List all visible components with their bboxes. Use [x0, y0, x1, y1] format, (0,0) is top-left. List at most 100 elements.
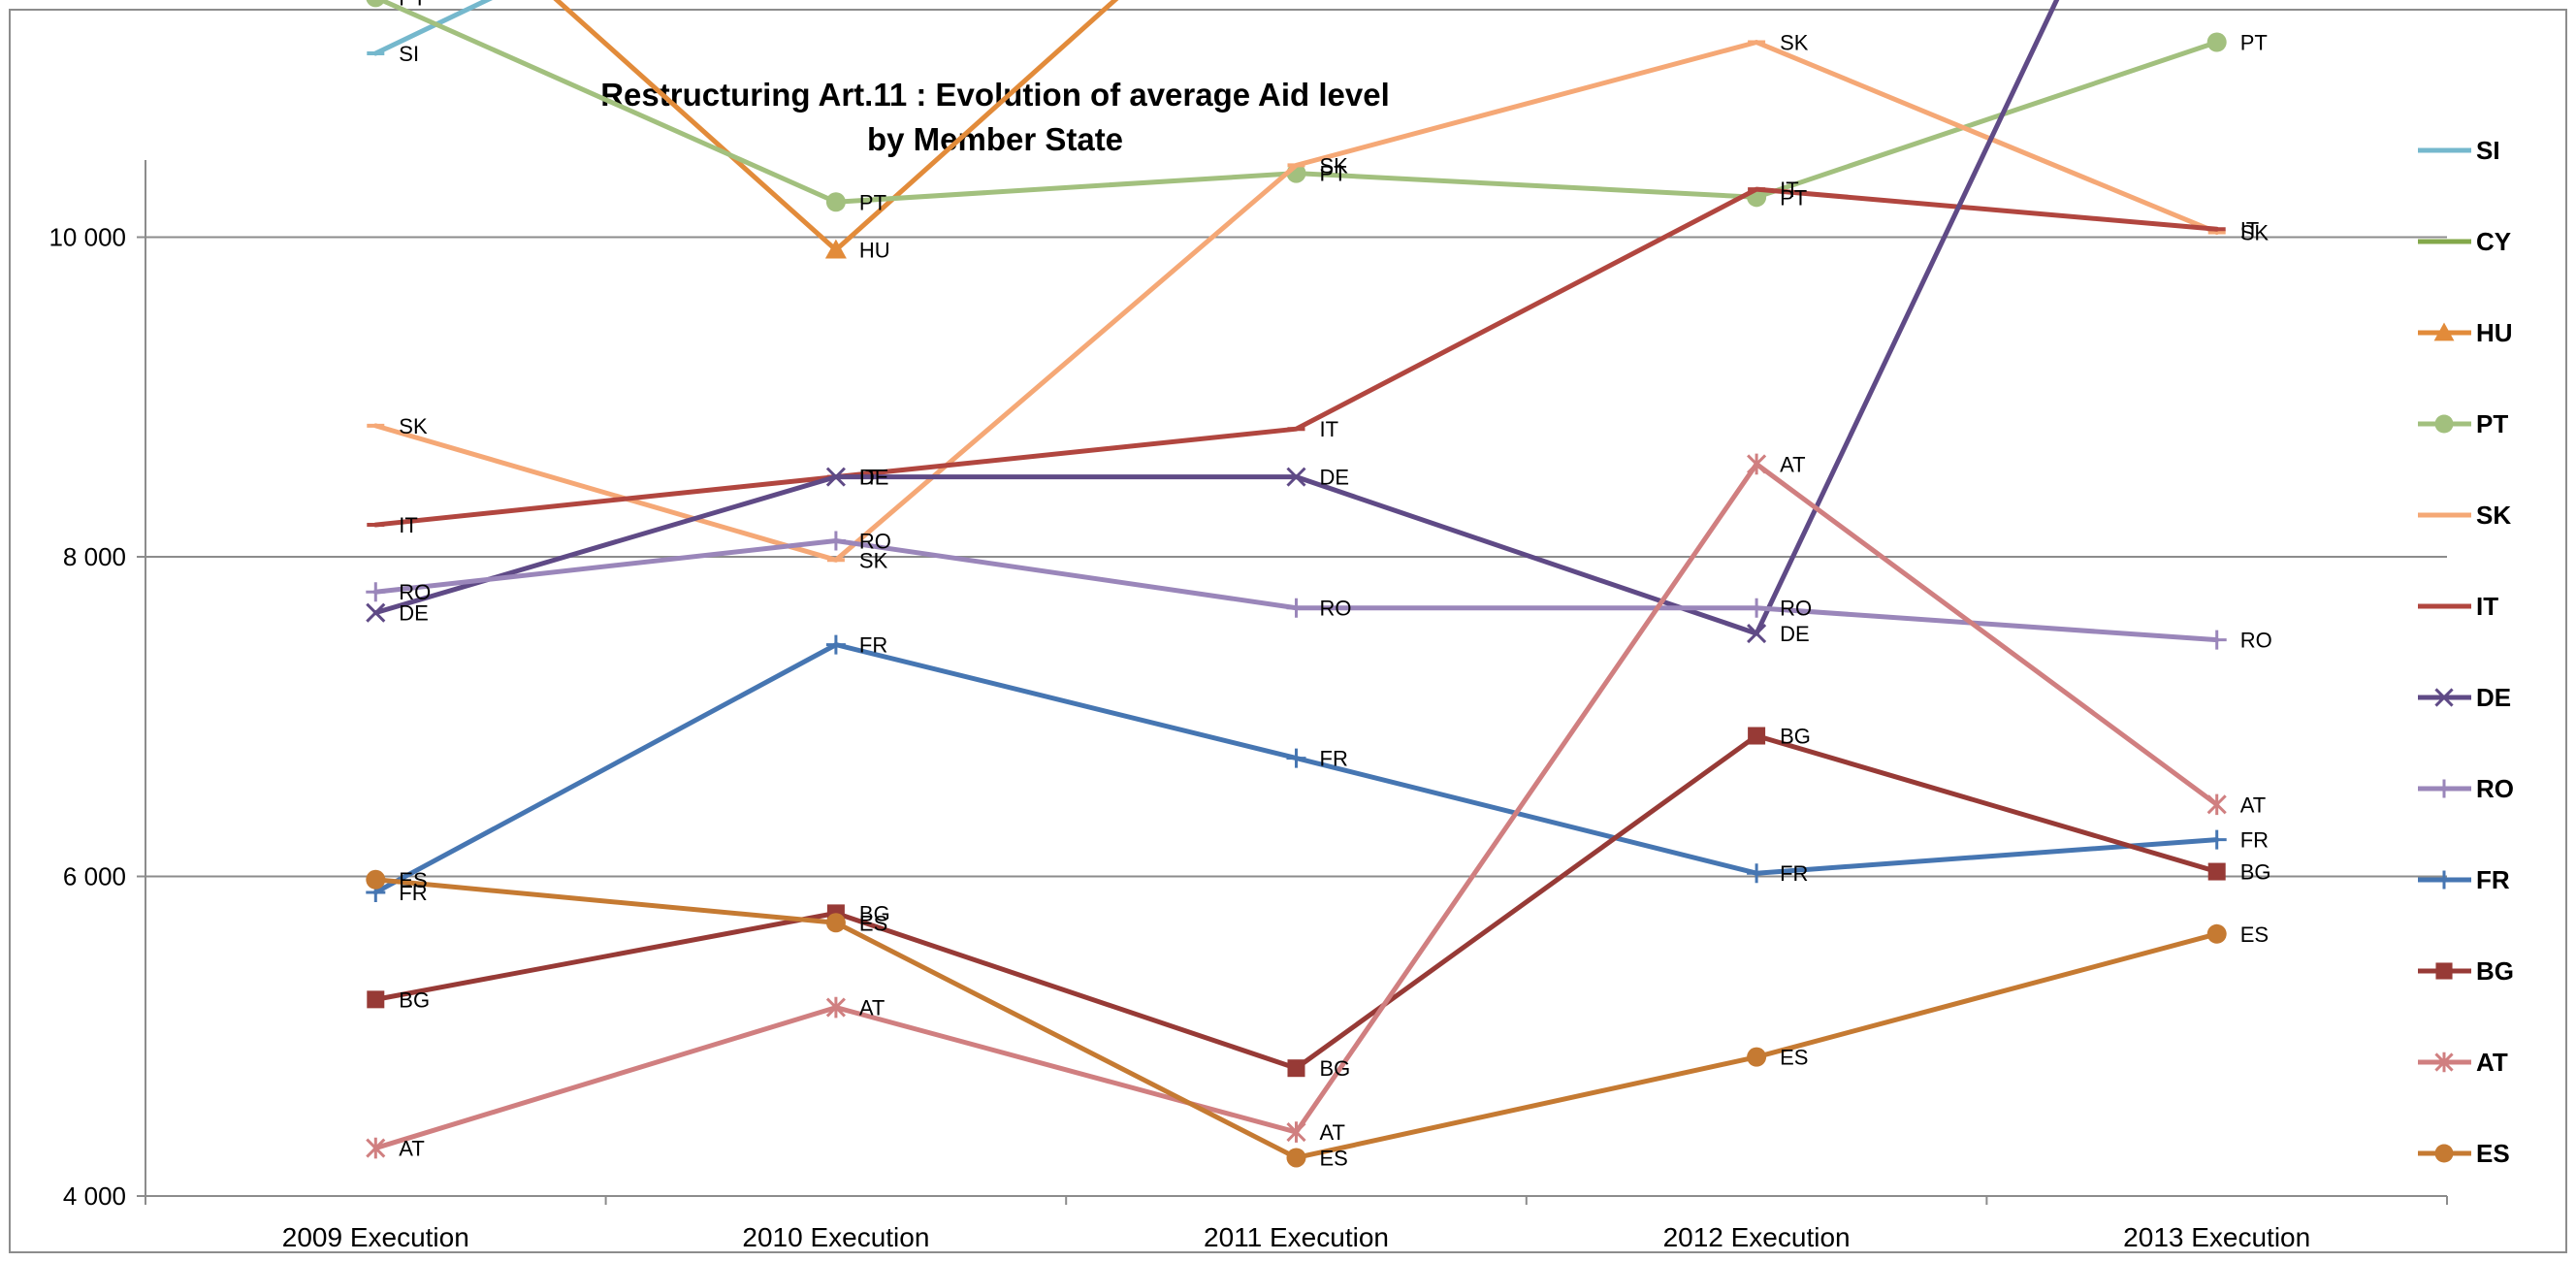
data-point-fr-3	[1747, 863, 1767, 884]
legend-item-at: AT	[2418, 1048, 2508, 1077]
data-point-fr-1	[825, 634, 846, 655]
data-point-hu-1	[824, 239, 847, 259]
legend-marker-de	[2434, 688, 2454, 707]
legend-marker-bg	[2435, 962, 2453, 980]
data-point-pt-1	[825, 192, 846, 212]
data-point-pt-0	[366, 0, 385, 8]
legend-marker-fr	[2434, 870, 2454, 890]
data-point-es-1	[825, 913, 846, 933]
y-tick-label-4000: 4 000	[63, 1181, 126, 1211]
legend-label-sk: SK	[2476, 501, 2511, 530]
data-label-de-2: DE	[1320, 466, 1350, 490]
legend-label-it: IT	[2476, 592, 2498, 621]
data-point-bg-3	[1748, 727, 1766, 745]
data-point-at-3	[1747, 453, 1767, 475]
data-label-bg-4: BG	[2240, 860, 2271, 885]
data-label-sk-2: SK	[1320, 153, 1349, 178]
data-point-pt-4	[2206, 32, 2227, 52]
legend-label-ro: RO	[2476, 774, 2514, 803]
legend-label-hu: HU	[2476, 318, 2513, 347]
legend-item-sk: SK	[2418, 501, 2511, 530]
legend-item-es: ES	[2418, 1139, 2510, 1168]
legend-marker-es	[2434, 1144, 2454, 1163]
y-tick-label-6000: 6 000	[63, 862, 126, 891]
data-label-it-2: IT	[1320, 417, 1339, 441]
data-label-it-3: IT	[1780, 178, 1799, 202]
data-label-es-4: ES	[2240, 922, 2269, 947]
data-label-fr-3: FR	[1780, 861, 1808, 886]
data-label-ro-0: RO	[399, 580, 431, 604]
data-label-at-3: AT	[1780, 452, 1805, 476]
legend-label-fr: FR	[2476, 865, 2510, 894]
data-label-pt-0: PT	[399, 0, 426, 10]
legend-item-de: DE	[2418, 683, 2511, 712]
data-point-es-4	[2206, 923, 2227, 944]
legend-item-hu: HU	[2418, 318, 2513, 347]
data-label-ro-1: RO	[859, 530, 891, 554]
data-point-ro-0	[366, 582, 386, 602]
data-label-es-0: ES	[399, 868, 427, 892]
data-label-bg-2: BG	[1320, 1056, 1351, 1081]
legend-item-fr: FR	[2418, 865, 2510, 894]
data-label-at-2: AT	[1320, 1120, 1345, 1145]
data-point-ro-1	[825, 531, 846, 551]
legend-item-it: IT	[2418, 592, 2498, 621]
gridlines	[145, 236, 2447, 878]
series-fr	[366, 634, 2227, 902]
data-point-es-3	[1747, 1047, 1767, 1067]
legend-label-at: AT	[2476, 1048, 2508, 1077]
data-point-es-0	[366, 869, 386, 890]
data-labels: SISISISISICYCYCYCYCYHUHUHUHUHUPTPTPTPTPT…	[399, 0, 2271, 1170]
data-label-de-1: DE	[859, 466, 889, 490]
series-ro	[366, 531, 2227, 650]
series-it	[367, 186, 2226, 528]
data-label-de-0: DE	[399, 601, 429, 626]
chart-border	[9, 9, 2567, 1253]
data-label-at-1: AT	[859, 996, 885, 1020]
y-tick-label-10000: 10 000	[48, 223, 126, 252]
data-label-sk-3: SK	[1780, 31, 1809, 55]
legend-label-si: SI	[2476, 136, 2500, 165]
legend-item-ro: RO	[2418, 774, 2514, 803]
data-point-es-2	[1286, 1148, 1306, 1168]
series-sk	[367, 40, 2226, 563]
legend-marker-pt	[2434, 414, 2454, 434]
data-label-pt-2: PT	[1320, 162, 1347, 186]
series-group	[366, 0, 2227, 1168]
data-label-bg-3: BG	[1780, 725, 1811, 749]
data-point-de-2	[1286, 467, 1306, 487]
legend-marker-hu	[2433, 322, 2455, 341]
data-label-pt-3: PT	[1780, 185, 1807, 210]
data-label-it-1: IT	[859, 466, 879, 490]
data-label-de-3: DE	[1780, 622, 1810, 646]
legend-item-bg: BG	[2418, 956, 2514, 986]
data-label-es-3: ES	[1780, 1046, 1808, 1070]
x-tick-label-2009-execution: 2009 Execution	[282, 1222, 469, 1252]
x-tick-label-2011-execution: 2011 Execution	[1204, 1222, 1389, 1252]
legend-label-es: ES	[2476, 1139, 2510, 1168]
x-tick-label-2012-execution: 2012 Execution	[1663, 1222, 1851, 1252]
data-label-sk-4: SK	[2240, 221, 2270, 245]
y-tick-label-8000: 8 000	[63, 542, 126, 571]
data-point-ro-3	[1747, 598, 1767, 618]
series-es	[366, 869, 2227, 1168]
data-label-ro-2: RO	[1320, 597, 1352, 621]
data-label-sk-1: SK	[859, 548, 888, 572]
data-point-fr-4	[2206, 829, 2227, 850]
data-label-es-1: ES	[859, 911, 887, 935]
x-tick-label-2013-execution: 2013 Execution	[2123, 1222, 2310, 1252]
data-label-sk-0: SK	[399, 414, 428, 438]
data-point-at-0	[366, 1137, 386, 1159]
data-label-it-4: IT	[2240, 217, 2260, 242]
data-point-bg-0	[367, 990, 385, 1009]
data-point-at-1	[825, 996, 846, 1019]
data-label-bg-0: BG	[399, 987, 430, 1012]
data-label-at-4: AT	[2240, 793, 2266, 817]
series-hu	[553, 0, 1119, 259]
data-label-es-2: ES	[1320, 1146, 1348, 1170]
legend-item-pt: PT	[2418, 409, 2508, 438]
series-si	[367, 0, 493, 56]
